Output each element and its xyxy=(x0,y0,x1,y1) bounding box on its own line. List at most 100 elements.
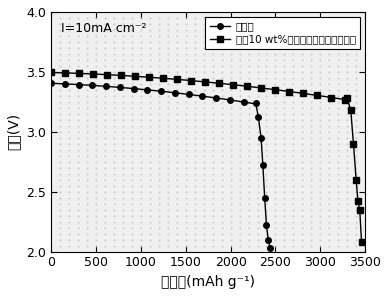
Point xyxy=(272,75,279,80)
Point xyxy=(84,195,90,200)
Point xyxy=(263,165,270,170)
Point xyxy=(335,75,341,80)
Point xyxy=(57,201,63,206)
Point xyxy=(156,16,162,20)
Point xyxy=(255,237,261,242)
Point xyxy=(317,165,323,170)
Point xyxy=(111,94,117,98)
Point xyxy=(111,207,117,212)
Point xyxy=(335,33,341,38)
Point xyxy=(165,243,171,248)
Point xyxy=(120,81,126,86)
Point xyxy=(102,159,108,164)
Point xyxy=(165,213,171,218)
Point xyxy=(120,201,126,206)
Point xyxy=(236,123,242,128)
Point xyxy=(272,16,279,20)
Point xyxy=(120,231,126,236)
Point xyxy=(281,165,288,170)
Point xyxy=(299,237,305,242)
Point xyxy=(246,105,252,110)
Point xyxy=(147,40,153,44)
Point xyxy=(255,118,261,122)
Point xyxy=(192,147,198,152)
Point xyxy=(272,159,279,164)
Point xyxy=(102,70,108,74)
Point xyxy=(227,237,234,242)
Point xyxy=(174,46,180,50)
Point xyxy=(174,57,180,62)
Point xyxy=(174,99,180,104)
Point xyxy=(317,129,323,134)
Point xyxy=(147,129,153,134)
Point xyxy=(335,123,341,128)
Point xyxy=(138,237,144,242)
Point xyxy=(84,28,90,32)
Point xyxy=(210,183,216,188)
Point xyxy=(201,22,207,26)
Point xyxy=(165,112,171,116)
Point xyxy=(147,70,153,74)
Point xyxy=(263,118,270,122)
Point xyxy=(281,225,288,230)
Point xyxy=(147,123,153,128)
Point xyxy=(326,237,333,242)
Point xyxy=(93,165,99,170)
Point xyxy=(201,88,207,92)
Point xyxy=(147,147,153,152)
Point xyxy=(66,105,72,110)
Point xyxy=(201,225,207,230)
Point xyxy=(138,64,144,68)
Point xyxy=(93,159,99,164)
Point xyxy=(93,94,99,98)
Point xyxy=(165,147,171,152)
Point xyxy=(353,129,359,134)
Point xyxy=(317,22,323,26)
Point xyxy=(84,165,90,170)
Point xyxy=(335,40,341,44)
Point xyxy=(353,81,359,86)
Point xyxy=(129,64,135,68)
Point xyxy=(263,16,270,20)
Point xyxy=(281,57,288,62)
Point xyxy=(218,88,225,92)
Point xyxy=(299,207,305,212)
Point xyxy=(165,22,171,26)
Point xyxy=(308,64,314,68)
Point xyxy=(263,231,270,236)
Point xyxy=(246,159,252,164)
Point xyxy=(263,177,270,182)
Point xyxy=(111,153,117,158)
Point xyxy=(66,40,72,44)
Point xyxy=(308,165,314,170)
Point xyxy=(255,171,261,176)
Point xyxy=(290,243,296,248)
Point xyxy=(263,135,270,140)
Point xyxy=(281,123,288,128)
Point xyxy=(120,94,126,98)
Point xyxy=(156,213,162,218)
Point xyxy=(353,243,359,248)
Point xyxy=(120,183,126,188)
Point xyxy=(263,70,270,74)
Point xyxy=(344,118,350,122)
Point xyxy=(335,118,341,122)
Point xyxy=(281,237,288,242)
Point xyxy=(218,105,225,110)
Point xyxy=(344,94,350,98)
Point xyxy=(183,159,189,164)
Point xyxy=(201,171,207,176)
Point xyxy=(192,123,198,128)
Point xyxy=(255,75,261,80)
Point xyxy=(299,118,305,122)
Point xyxy=(308,52,314,56)
Point xyxy=(183,57,189,62)
Point xyxy=(66,123,72,128)
Point xyxy=(317,177,323,182)
Point xyxy=(308,225,314,230)
Point xyxy=(156,99,162,104)
Point xyxy=(111,183,117,188)
Point xyxy=(75,189,81,194)
Point xyxy=(174,64,180,68)
Point xyxy=(246,153,252,158)
